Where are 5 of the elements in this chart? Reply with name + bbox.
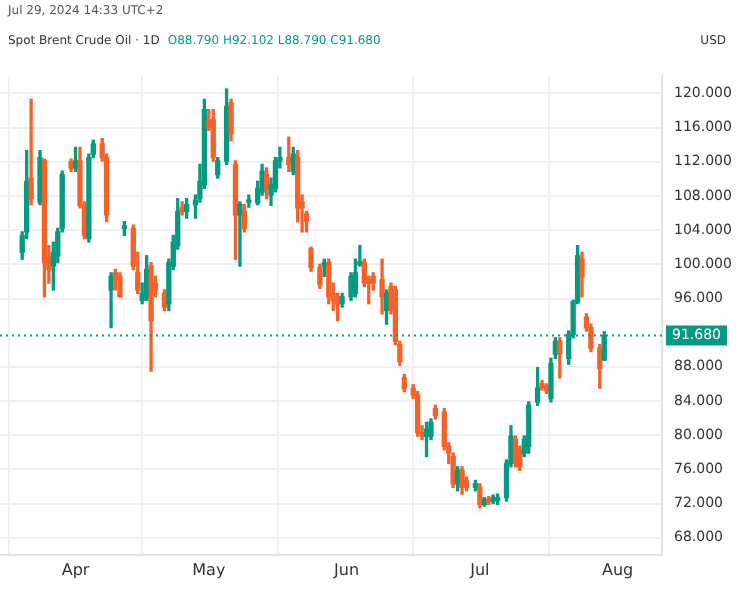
x-tick-label: Jun [332, 560, 360, 579]
x-tick-label: May [192, 560, 226, 579]
x-tick-label: Jul [468, 560, 490, 579]
x-tick-label: Aug [601, 560, 634, 579]
x-tick-label: Apr [61, 560, 91, 579]
